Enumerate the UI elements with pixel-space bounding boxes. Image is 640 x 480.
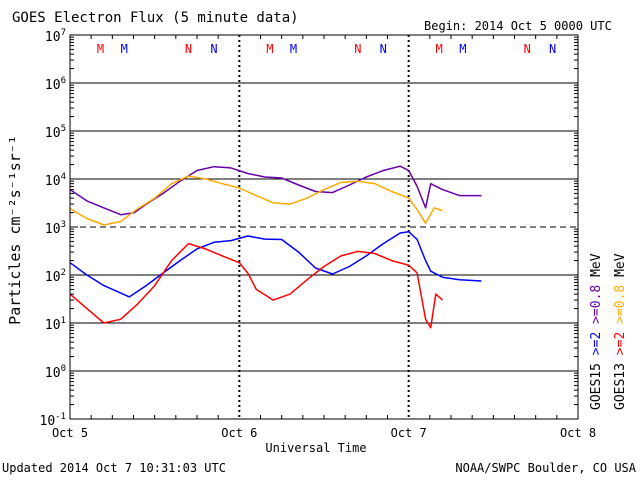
source-credit: NOAA/SWPC Boulder, CO USA <box>455 461 636 475</box>
x-tick-label: Oct 5 <box>52 426 88 440</box>
right-legend-label: >=2 <box>589 332 604 363</box>
y-tick-label: 107 <box>45 28 66 45</box>
mn-marker: M <box>459 42 466 56</box>
series-line-0 <box>69 165 482 216</box>
y-tick-label: 104 <box>45 172 66 189</box>
mn-marker: M <box>290 42 297 56</box>
right-legend-label: >=0.8 <box>589 285 604 332</box>
mn-marker: M <box>97 42 104 56</box>
series-line-2 <box>69 230 482 298</box>
x-tick-label: Oct 7 <box>391 426 427 440</box>
right-legend-column: GOES13 >=2 >=0.8 MeV <box>613 253 628 410</box>
plot-frame <box>69 34 579 420</box>
mn-marker: N <box>524 42 531 56</box>
mn-marker: N <box>549 42 556 56</box>
y-tick-label: 101 <box>45 316 66 333</box>
y-tick-label: 10-1 <box>40 412 67 429</box>
right-legend-label: >=2 <box>613 332 628 363</box>
series-layer <box>69 165 482 329</box>
right-legend-label: MeV <box>589 253 604 284</box>
x-axis-label: Universal Time <box>265 441 366 455</box>
y-axis-label: Particles cm⁻²s⁻¹sr⁻¹ <box>6 135 24 325</box>
begin-time-label: Begin: 2014 Oct 5 0000 UTC <box>424 19 612 33</box>
mn-marker: N <box>185 42 192 56</box>
mn-marker: N <box>354 42 361 56</box>
x-tick-label: Oct 6 <box>221 426 257 440</box>
right-legend-column: GOES15 >=2 >=0.8 MeV <box>589 253 604 410</box>
y-tick-label: 103 <box>45 220 66 237</box>
x-tick-label: Oct 8 <box>560 426 596 440</box>
right-legend-label: GOES15 <box>589 363 604 410</box>
mn-marker: M <box>121 42 128 56</box>
mn-marker: N <box>380 42 387 56</box>
mn-marker: M <box>266 42 273 56</box>
chart-title: GOES Electron Flux (5 minute data) <box>12 10 299 26</box>
y-tick-label: 100 <box>45 364 66 381</box>
series-line-1 <box>69 175 443 226</box>
series-line-3 <box>69 242 444 329</box>
right-legend-label: >=0.8 <box>613 285 628 332</box>
mn-marker: M <box>436 42 443 56</box>
y-tick-label: 102 <box>45 268 66 285</box>
grid-layer <box>70 35 578 419</box>
y-tick-label: 106 <box>45 76 66 93</box>
right-legend-label: MeV <box>613 253 628 284</box>
right-legend-label: GOES13 <box>613 363 628 410</box>
y-tick-label: 105 <box>45 124 66 141</box>
mn-marker: N <box>210 42 217 56</box>
updated-timestamp: Updated 2014 Oct 7 10:31:03 UTC <box>2 461 226 475</box>
